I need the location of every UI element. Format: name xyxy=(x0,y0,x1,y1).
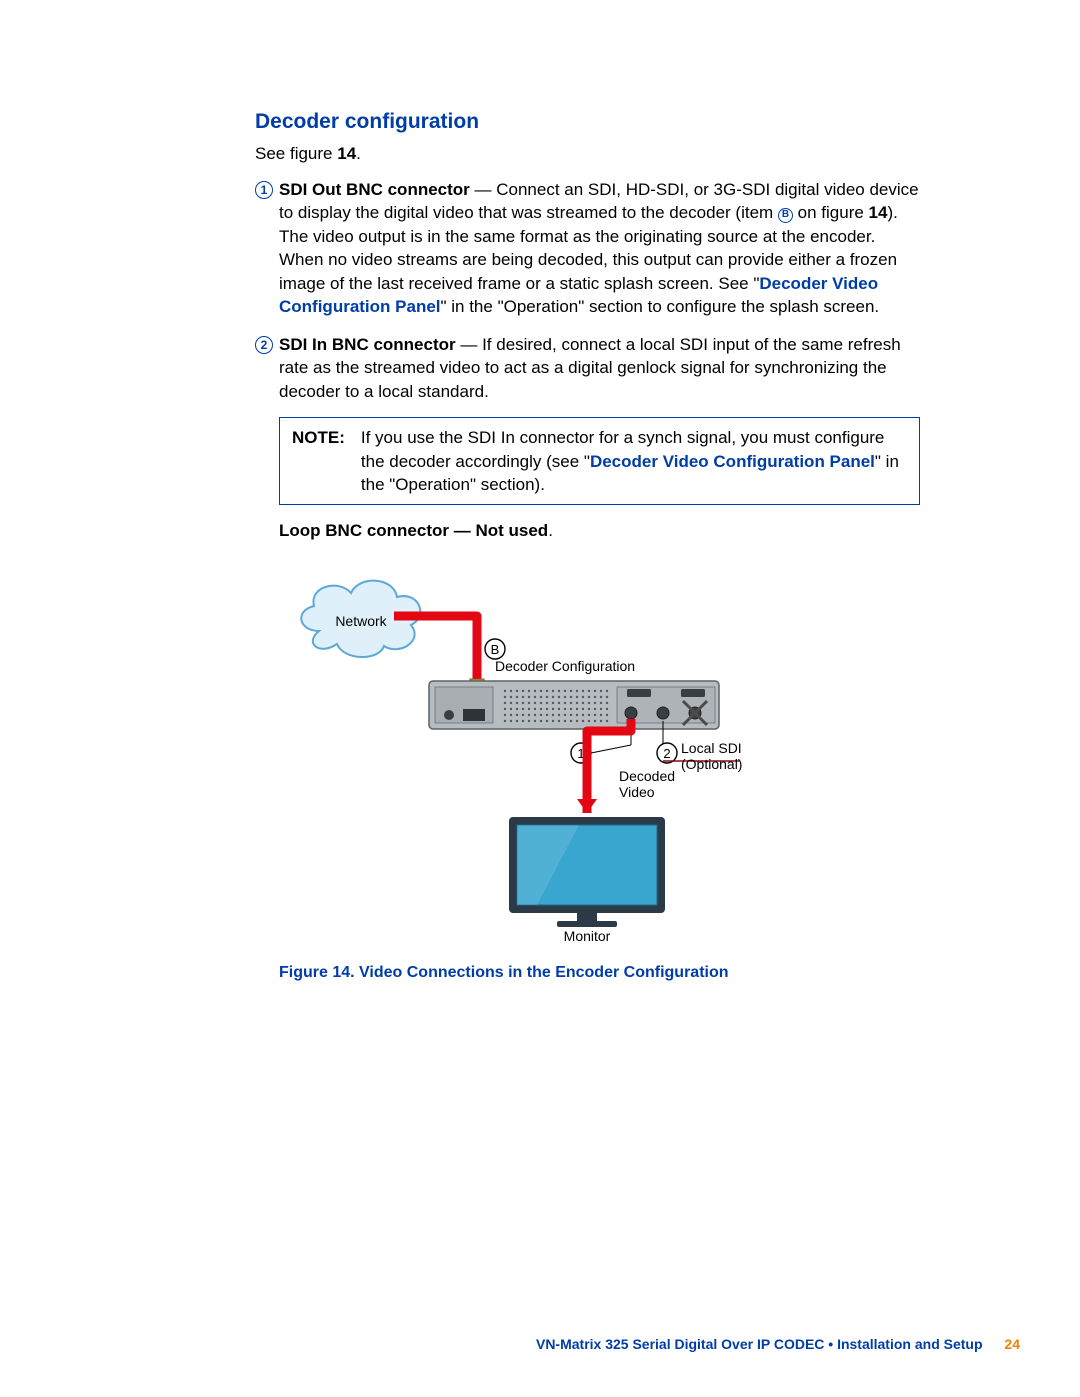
network-label: Network xyxy=(335,613,387,629)
item1-marker: 1 xyxy=(255,178,279,319)
loop-connector-line: Loop BNC connector — Not used. xyxy=(279,521,920,541)
item2-body: SDI In BNC connector — If desired, conne… xyxy=(279,333,920,403)
arrow-down-icon xyxy=(577,799,597,813)
local-sdi-label: Local SDI xyxy=(681,740,742,756)
diagram-marker-2: 2 xyxy=(657,743,677,763)
decoded-label-l1: Decoded xyxy=(619,768,675,784)
svg-text:2: 2 xyxy=(663,746,670,761)
monitor-icon xyxy=(509,817,665,927)
loop-period: . xyxy=(548,521,553,540)
item1-seg4: " in the "Operation" section to configur… xyxy=(441,297,880,316)
diagram-marker-b: B xyxy=(485,639,505,659)
item2-title: SDI In BNC connector xyxy=(279,335,456,354)
page-number: 24 xyxy=(1004,1336,1020,1352)
decoder-config-label: Decoder Configuration xyxy=(495,658,635,674)
circled-2-icon: 2 xyxy=(255,336,273,354)
item1-seg2: on figure xyxy=(793,203,869,222)
inline-b-icon: B xyxy=(778,208,793,223)
decoded-label-l2: Video xyxy=(619,784,655,800)
item2-marker: 2 xyxy=(255,333,279,403)
figure-caption: Figure 14. Video Connections in the Enco… xyxy=(279,964,920,982)
see-figure-num: 14 xyxy=(337,144,356,163)
see-figure-line: See figure 14. xyxy=(255,144,920,164)
loop-dash: — xyxy=(449,521,475,540)
see-figure-suffix: . xyxy=(356,144,361,163)
caption-text: Video Connections in the Encoder Configu… xyxy=(355,964,729,981)
figure-14-diagram: B Decoder Configuration xyxy=(279,561,749,946)
note-box: NOTE: If you use the SDI In connector fo… xyxy=(279,417,920,505)
item1-fig: 14 xyxy=(869,203,888,222)
svg-text:B: B xyxy=(491,642,500,657)
list-item-1: 1 SDI Out BNC connector — Connect an SDI… xyxy=(255,178,920,319)
circled-1-icon: 1 xyxy=(255,181,273,199)
note-label: NOTE: xyxy=(292,426,345,496)
note-link[interactable]: Decoder Video Configuration Panel xyxy=(590,452,875,471)
optional-label: (Optional) xyxy=(681,756,742,772)
see-figure-prefix: See figure xyxy=(255,144,337,163)
footer-text: VN-Matrix 325 Serial Digital Over IP COD… xyxy=(536,1336,983,1352)
monitor-label: Monitor xyxy=(564,928,611,941)
section-heading: Decoder configuration xyxy=(255,110,920,134)
loop-title: Loop BNC connector xyxy=(279,521,449,540)
list-item-2: 2 SDI In BNC connector — If desired, con… xyxy=(255,333,920,403)
item1-body: SDI Out BNC connector — Connect an SDI, … xyxy=(279,178,920,319)
item1-title: SDI Out BNC connector xyxy=(279,180,470,199)
note-body: If you use the SDI In connector for a sy… xyxy=(361,426,907,496)
page-footer: VN-Matrix 325 Serial Digital Over IP COD… xyxy=(536,1336,1020,1352)
codec-device-icon xyxy=(429,681,719,729)
loop-status: Not used xyxy=(475,521,548,540)
caption-prefix: Figure 14. xyxy=(279,964,355,981)
